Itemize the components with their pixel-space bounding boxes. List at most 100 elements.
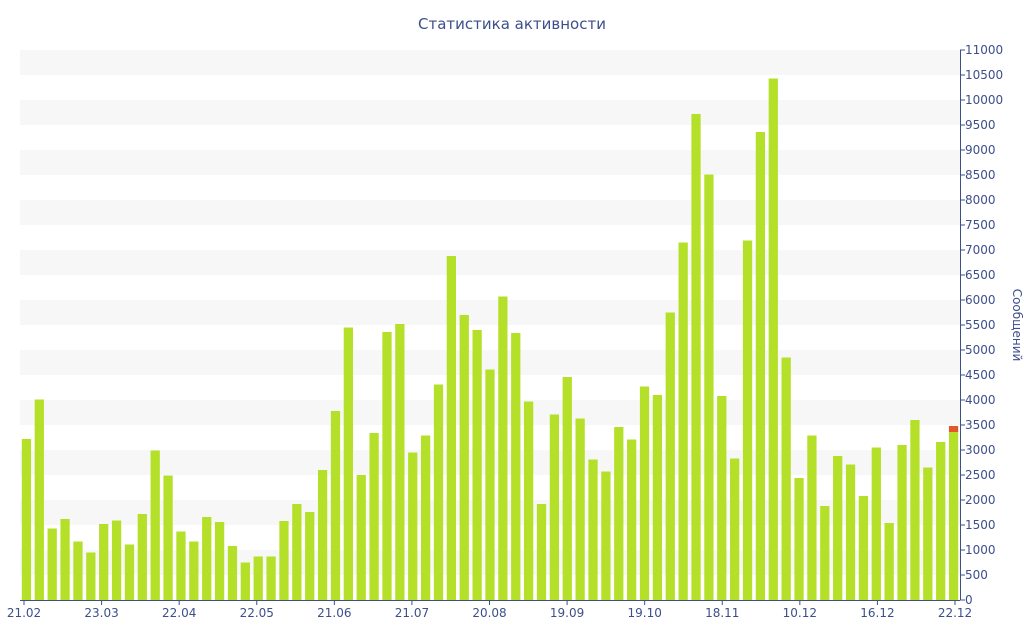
bar	[845, 464, 856, 600]
bar	[189, 541, 199, 600]
bar	[369, 433, 379, 600]
x-axis: 21.02 23.03 22.04 22.05 21.06 21.07 20.08 19.09…	[7, 600, 972, 620]
bar	[266, 556, 276, 600]
bar	[820, 506, 830, 600]
bar	[99, 524, 109, 600]
grid-band	[20, 300, 960, 325]
x-tick-label: 19.09	[550, 606, 584, 620]
bar	[60, 519, 70, 600]
bar	[923, 467, 933, 600]
bar	[214, 522, 225, 600]
y-tick-label: 7000	[965, 243, 996, 257]
bar	[202, 517, 212, 600]
bar	[549, 414, 560, 600]
bar	[936, 442, 946, 600]
bar	[948, 432, 959, 600]
bar	[240, 562, 250, 600]
bar	[472, 330, 482, 600]
bar	[665, 312, 675, 600]
bar	[871, 447, 881, 600]
x-tick-label: 18.11	[705, 606, 739, 620]
bar	[523, 401, 534, 600]
bar	[382, 332, 392, 600]
y-tick-label: 10500	[965, 68, 1003, 82]
bar	[73, 541, 83, 600]
bar	[408, 452, 418, 600]
y-tick-label: 9500	[965, 118, 996, 132]
bar	[691, 114, 701, 600]
bar	[86, 552, 96, 600]
bar	[227, 546, 238, 600]
y-tick-label: 9000	[965, 143, 996, 157]
bar	[420, 435, 431, 600]
grid-band	[20, 50, 960, 75]
y-tick-label: 4000	[965, 393, 996, 407]
x-tick-label: 20.08	[472, 606, 506, 620]
bar	[446, 256, 456, 600]
bar	[910, 420, 920, 600]
bar	[433, 384, 444, 600]
bar	[279, 521, 289, 600]
bar	[858, 496, 869, 600]
bar	[124, 544, 135, 600]
grid-band	[20, 250, 960, 275]
bar	[833, 456, 843, 600]
y-axis-title: Сообщений	[1010, 289, 1024, 362]
bar	[343, 327, 353, 600]
x-tick-label: 21.07	[395, 606, 429, 620]
bar-highlight-segment	[948, 426, 959, 432]
bar	[317, 470, 328, 600]
bar	[588, 459, 598, 600]
y-tick-label: 8500	[965, 168, 996, 182]
bar	[794, 478, 804, 600]
y-tick-label: 6000	[965, 293, 996, 307]
x-tick-label: 21.02	[7, 606, 41, 620]
y-tick-label: 7500	[965, 218, 996, 232]
bar	[305, 512, 315, 600]
bar	[536, 504, 547, 600]
bar	[639, 386, 650, 600]
bar	[356, 475, 366, 600]
bar	[884, 523, 894, 600]
bar	[601, 471, 611, 600]
bar	[111, 520, 122, 600]
y-tick-label: 500	[965, 568, 988, 582]
grid-band	[20, 200, 960, 225]
bar	[47, 528, 57, 600]
bar	[562, 377, 572, 600]
y-tick-label: 1500	[965, 518, 996, 532]
bar	[176, 531, 186, 600]
grid-band	[20, 150, 960, 175]
bar	[34, 399, 44, 600]
bar	[781, 357, 791, 600]
x-tick-label: 22.04	[162, 606, 196, 620]
bar	[614, 427, 624, 600]
x-tick-label: 19.10	[627, 606, 661, 620]
y-tick-label: 0	[965, 593, 973, 607]
bar	[137, 514, 147, 600]
y-tick-label: 6500	[965, 268, 996, 282]
y-tick-label: 3000	[965, 443, 996, 457]
x-tick-label: 16.12	[860, 606, 894, 620]
bar	[21, 439, 32, 600]
y-tick-label: 2000	[965, 493, 996, 507]
bar	[395, 324, 405, 600]
y-tick-label: 2500	[965, 468, 996, 482]
bar	[768, 78, 778, 600]
x-tick-label: 21.06	[317, 606, 351, 620]
y-tick-label: 8000	[965, 193, 996, 207]
y-tick-label: 5000	[965, 343, 996, 357]
bar	[652, 395, 663, 600]
y-tick-label: 4500	[965, 368, 996, 382]
bar	[897, 445, 907, 600]
y-tick-label: 3500	[965, 418, 996, 432]
bar	[253, 556, 263, 600]
y-axis: 0 500 1000 1500 2000 2500 3000 3500 4000 4500 5000…	[960, 43, 1003, 607]
bar	[627, 439, 637, 600]
x-tick-label: 10.12	[783, 606, 817, 620]
chart-title: Статистика активности	[418, 15, 606, 33]
bar	[330, 411, 341, 600]
x-tick-label: 22.12	[938, 606, 972, 620]
bar	[730, 458, 740, 600]
bar	[704, 174, 714, 600]
